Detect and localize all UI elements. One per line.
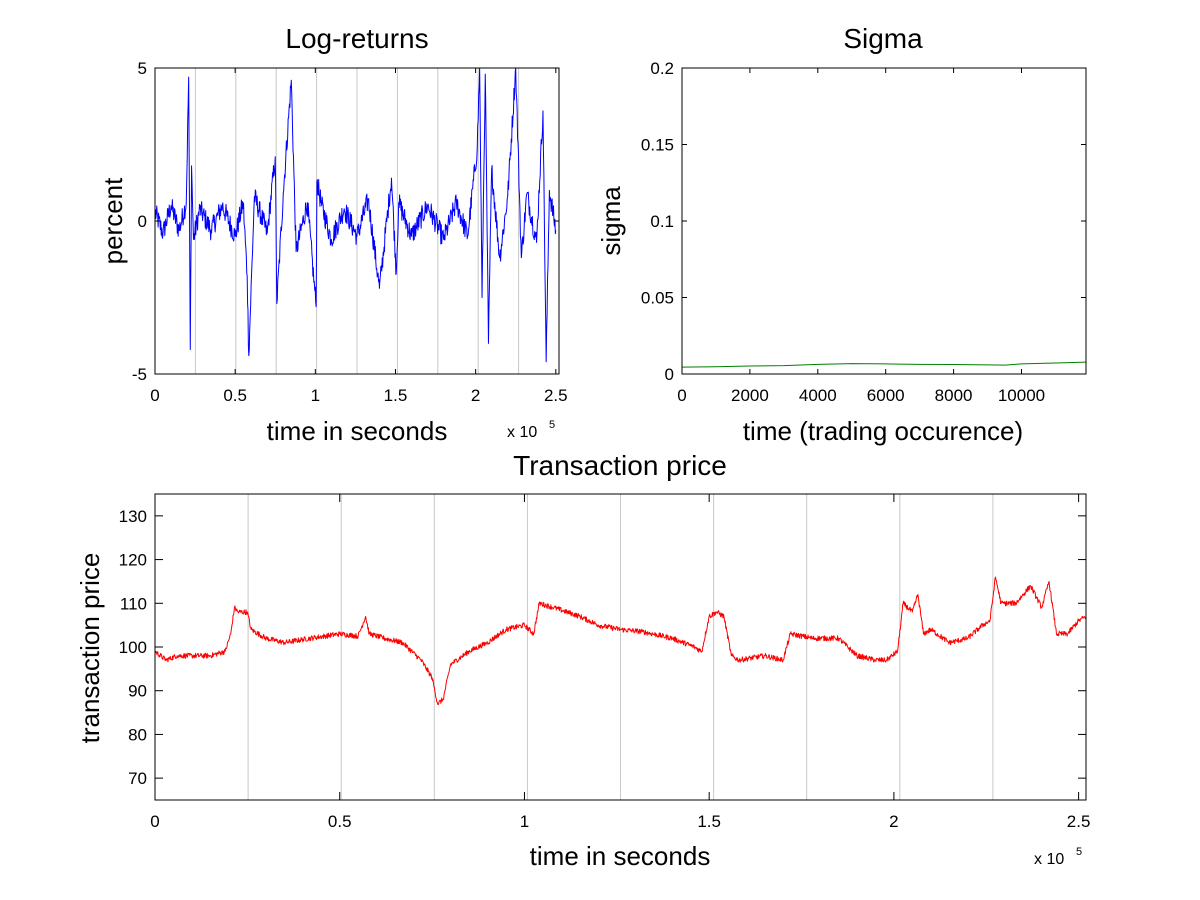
sigma-axes-box <box>681 67 1087 375</box>
transaction-price-xtick-label-1: 0.5 <box>328 812 352 831</box>
transaction-price-x-multiplier-exponent: 5 <box>1076 846 1082 858</box>
log-returns-ytick-label-1: 0 <box>138 212 147 231</box>
sigma-xtick-label-5: 10000 <box>998 386 1045 405</box>
transaction-price-ytick-label-6: 130 <box>119 507 147 526</box>
log-returns-ylabel: percent <box>98 177 128 264</box>
transaction-price-ytick-label-4: 110 <box>120 594 147 613</box>
log-returns-x-multiplier-exponent: 5 <box>549 419 555 431</box>
log-returns-xtick-label-1: 0.5 <box>223 386 247 405</box>
log-returns-x-multiplier: x 10 <box>507 424 537 441</box>
sigma-xtick-label-4: 8000 <box>935 386 973 405</box>
sigma-xtick-label-3: 6000 <box>867 386 905 405</box>
log-returns-ytick-label-0: -5 <box>132 365 147 384</box>
transaction-price-ytick-label-5: 120 <box>119 551 147 570</box>
transaction-price-ytick-label-0: 70 <box>128 769 147 788</box>
transaction-price-xtick-label-5: 2.5 <box>1067 812 1091 831</box>
log-returns-panel: Log-returns 0 0.5 1 1.5 2 2.5-505 time in sec… <box>98 23 568 446</box>
transaction-price-xtick-label-0: 0 <box>150 812 159 831</box>
log-returns-xtick-label-4: 2 <box>471 386 480 405</box>
log-returns-line-0 <box>154 67 557 363</box>
sigma-ytick-label-2: 0.1 <box>650 212 674 231</box>
sigma-ytick-label-1: 0.05 <box>641 289 674 308</box>
sigma-xtick-label-0: 0 <box>677 386 686 405</box>
transaction-price-ylabel: transaction price <box>75 553 105 744</box>
transaction-price-xtick-label-3: 1.5 <box>697 812 721 831</box>
transaction-price-ytick-label-2: 90 <box>128 682 147 701</box>
transaction-price-xtick-label-2: 1 <box>520 812 529 831</box>
sigma-ytick-label-3: 0.15 <box>641 136 674 155</box>
log-returns-ticks: 0 0.5 1 1.5 2 2.5-505 <box>132 59 568 405</box>
sigma-ticks: 0 2000 4000 6000 8000 10000 0 0.05 0.1 0.15 0.2 <box>641 59 1086 405</box>
sigma-xtick-label-1: 2000 <box>731 386 769 405</box>
transaction-price-title: Transaction price <box>513 450 727 481</box>
transaction-price-panel: Transaction price 0 0.5 1 1.5 2 2.5 70 80 90 100 1… <box>75 450 1090 871</box>
sigma-panel: Sigma 0 2000 4000 6000 8000 10000 0 0.05 0.1 0.15… <box>596 23 1087 446</box>
transaction-price-line-0 <box>154 576 1087 706</box>
transaction-price-xtick-label-4: 2 <box>889 812 898 831</box>
log-returns-xtick-label-3: 1.5 <box>384 386 408 405</box>
log-returns-xtick-label-0: 0 <box>150 386 159 405</box>
sigma-xtick-label-2: 4000 <box>799 386 837 405</box>
sigma-ytick-label-4: 0.2 <box>650 59 674 78</box>
sigma-ytick-label-0: 0 <box>665 365 674 384</box>
sigma-ylabel: sigma <box>596 186 626 256</box>
transaction-price-series <box>154 576 1087 706</box>
log-returns-xtick-label-5: 2.5 <box>544 386 568 405</box>
log-returns-xlabel: time in seconds <box>267 416 448 446</box>
transaction-price-x-multiplier: x 10 <box>1034 851 1064 868</box>
transaction-price-xlabel: time in seconds <box>530 841 711 871</box>
log-returns-title: Log-returns <box>285 23 428 54</box>
log-returns-xtick-label-2: 1 <box>311 386 320 405</box>
transaction-price-ticks: 0 0.5 1 1.5 2 2.5 70 80 90 100 110 120 130 <box>119 494 1091 831</box>
sigma-series <box>681 361 1087 368</box>
log-returns-ytick-label-2: 5 <box>138 59 147 78</box>
sigma-xlabel: time (trading occurence) <box>743 416 1023 446</box>
transaction-price-ytick-label-3: 100 <box>119 638 147 657</box>
log-returns-series <box>154 67 557 363</box>
transaction-price-day-separators <box>247 494 1087 800</box>
transaction-price-ytick-label-1: 80 <box>128 725 147 744</box>
sigma-title: Sigma <box>843 23 923 54</box>
sigma-line-0 <box>681 361 1087 368</box>
